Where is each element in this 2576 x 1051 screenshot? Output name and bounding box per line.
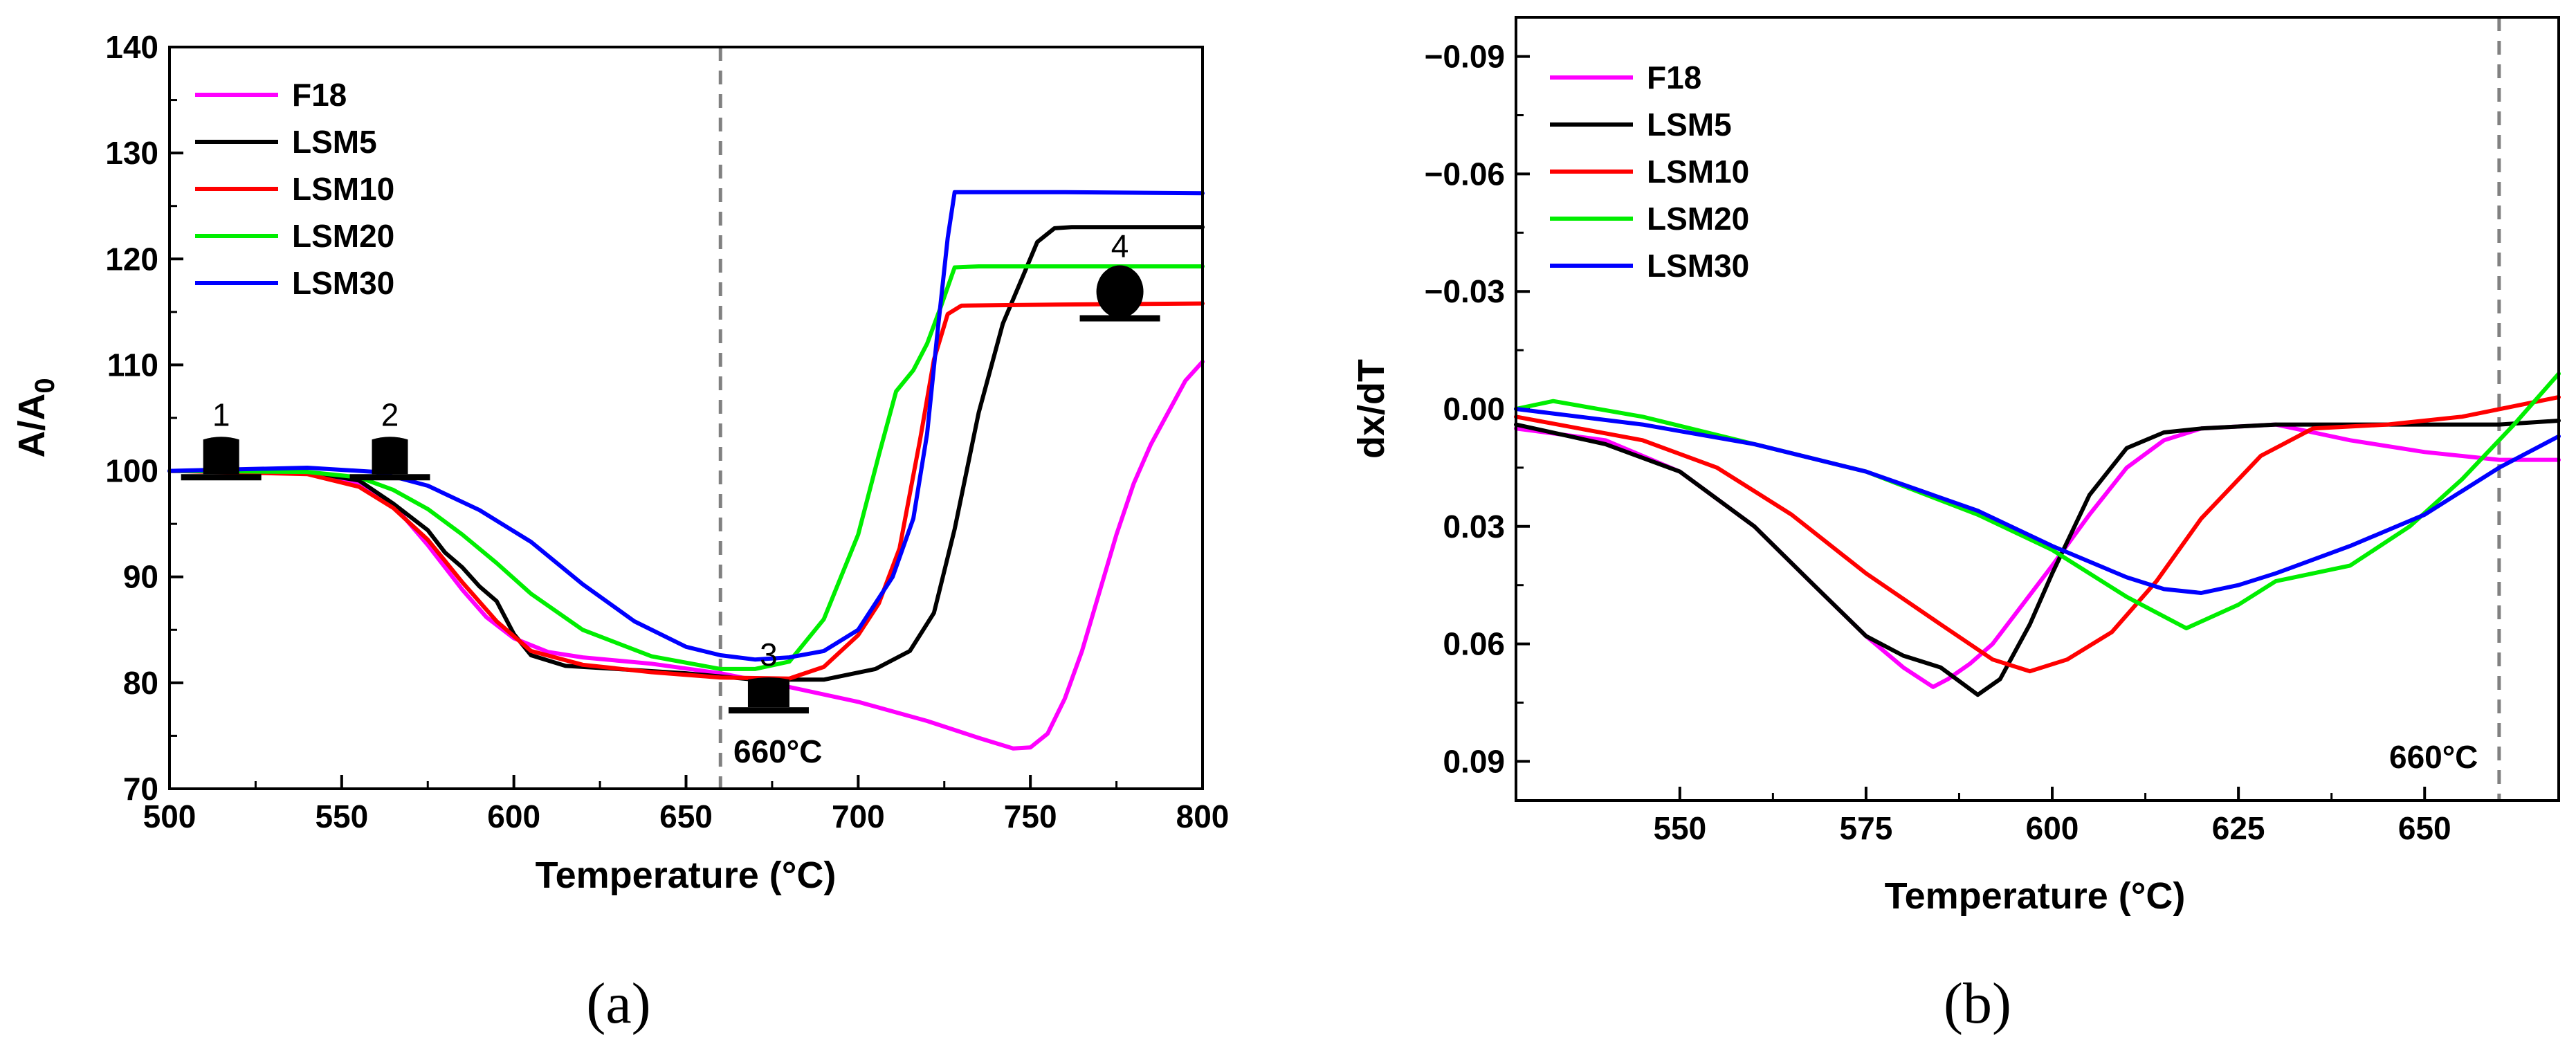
panel-b-chart: 550 575 600 625 650 −0.09 −0.06 −0.03 0.00 0.03 0.… xyxy=(1351,16,2561,1036)
b-series-lsm30 xyxy=(1514,407,2561,595)
b-y-tick-label: 0.00 xyxy=(1443,391,1505,427)
panel-b-series xyxy=(1514,372,2561,697)
a-y-tick-label: 90 xyxy=(123,559,158,595)
a-legend-label-lsm5: LSM5 xyxy=(292,124,377,160)
a-x-tick-label-700: 700 xyxy=(832,798,885,834)
panel-a-y-axis-title: A/A0 xyxy=(11,378,60,457)
panel-a-legend: F18 LSM5 LSM10 LSM20 LSM30 xyxy=(195,77,394,301)
a-legend-label-f18: F18 xyxy=(292,77,347,113)
stage-2-sample xyxy=(372,437,408,475)
panel-b-vline-label: 660°C xyxy=(2389,739,2478,775)
b-legend-label-f18: F18 xyxy=(1647,60,1701,95)
stage-1-substrate xyxy=(181,474,262,481)
b-series-f18 xyxy=(1514,422,2561,689)
a-x-tick-label-650: 650 xyxy=(659,798,713,834)
stage-3-sample xyxy=(747,677,789,708)
a-x-tick-label-800: 800 xyxy=(1176,798,1230,834)
panel-b-plot-frame xyxy=(1515,16,2560,802)
b-series-lsm5 xyxy=(1514,419,2561,697)
b-y-tick-label: 0.03 xyxy=(1443,509,1505,545)
panel-b-axes: 550 575 600 625 650 −0.09 −0.06 −0.03 0.00 0.03 0.… xyxy=(1425,39,2451,846)
a-y-tick-label: 130 xyxy=(105,135,158,171)
panel-b-y-axis-title: dx/dT xyxy=(1351,359,1392,459)
panel-a-chart: 500 550 600 650 700 750 8007080901001101201301… xyxy=(11,29,1229,1036)
stage-1-number: 1 xyxy=(212,396,230,432)
a-series-f18 xyxy=(167,359,1205,751)
b-series-lsm10 xyxy=(1514,395,2561,674)
stage-4-sample xyxy=(1096,265,1144,318)
a-legend-label-lsm10: LSM10 xyxy=(292,171,394,207)
panel-a-y-axis-title-main: A/A xyxy=(11,394,53,458)
b-series-lsm20 xyxy=(1514,372,2561,630)
b-x-tick-label-625: 625 xyxy=(2212,810,2265,846)
stage-2-number: 2 xyxy=(381,396,399,432)
panel-b-x-axis-title: Temperature (°C) xyxy=(1885,875,2186,917)
b-legend-label-lsm20: LSM20 xyxy=(1647,201,1749,237)
b-y-tick-label: −0.09 xyxy=(1425,39,1505,75)
stage-icon-4: 4 xyxy=(1079,228,1160,322)
stage-3-number: 3 xyxy=(760,637,778,673)
panel-a-series xyxy=(167,190,1205,751)
panel-a-stage-icons: 1 2 3 4 xyxy=(181,228,1160,714)
a-series-lsm30 xyxy=(167,190,1205,662)
a-y-tick-label: 110 xyxy=(107,347,158,383)
stage-1-sample xyxy=(203,437,239,475)
a-x-tick-label-550: 550 xyxy=(315,798,368,834)
svg-text:A/A0: A/A0 xyxy=(11,378,60,457)
a-series-lsm20 xyxy=(167,264,1205,671)
a-legend-label-lsm20: LSM20 xyxy=(292,218,394,254)
b-legend-label-lsm30: LSM30 xyxy=(1647,248,1749,284)
b-y-tick-label: −0.03 xyxy=(1425,273,1505,309)
b-x-tick-label-600: 600 xyxy=(2026,810,2079,846)
stage-icon-2: 2 xyxy=(349,396,430,481)
b-x-tick-label-575: 575 xyxy=(1840,810,1893,846)
panel-b-y-axis-title-text: dx/dT xyxy=(1351,359,1392,459)
b-legend-label-lsm10: LSM10 xyxy=(1647,154,1749,190)
panel-a-axes: 500 550 600 650 700 750 800 70 80 90 100 110 120 130 1… xyxy=(105,29,1229,834)
b-y-tick-label: 0.06 xyxy=(1443,626,1505,662)
a-x-tick-label-750: 750 xyxy=(1004,798,1057,834)
b-x-tick-label-550: 550 xyxy=(1653,810,1706,846)
panel-a-y-axis-title-subscript: 0 xyxy=(30,378,60,393)
panel-a-plot-frame xyxy=(168,46,1204,790)
stage-icon-3: 3 xyxy=(728,637,809,714)
a-y-tick-label: 140 xyxy=(105,29,158,65)
a-x-tick-label-500: 500 xyxy=(143,798,197,834)
a-y-tick-label: 70 xyxy=(123,771,158,807)
a-y-tick-label: 120 xyxy=(105,241,158,277)
b-legend-label-lsm5: LSM5 xyxy=(1647,107,1732,143)
stage-2-substrate xyxy=(349,474,430,481)
b-y-tick-label: −0.06 xyxy=(1425,156,1505,192)
stage-4-substrate xyxy=(1079,315,1160,322)
a-x-tick-label-600: 600 xyxy=(487,798,540,834)
panel-b-legend: F18 LSM5 LSM10 LSM20 LSM30 xyxy=(1550,60,1749,284)
b-x-tick-label-650: 650 xyxy=(2398,810,2451,846)
a-legend-label-lsm30: LSM30 xyxy=(292,265,394,301)
panel-a-x-axis-title: Temperature (°C) xyxy=(536,854,837,896)
panel-b-label: (b) xyxy=(1944,971,2011,1036)
b-y-tick-label: 0.09 xyxy=(1443,743,1505,779)
a-y-tick-label: 80 xyxy=(123,665,158,701)
stage-4-number: 4 xyxy=(1111,228,1129,264)
a-y-tick-label: 100 xyxy=(105,453,158,489)
stage-icon-1: 1 xyxy=(181,396,262,481)
stage-3-substrate xyxy=(728,707,809,714)
panel-a-vline-label: 660°C xyxy=(733,733,822,769)
a-series-lsm10 xyxy=(167,301,1205,681)
panel-a-label: (a) xyxy=(586,971,650,1036)
